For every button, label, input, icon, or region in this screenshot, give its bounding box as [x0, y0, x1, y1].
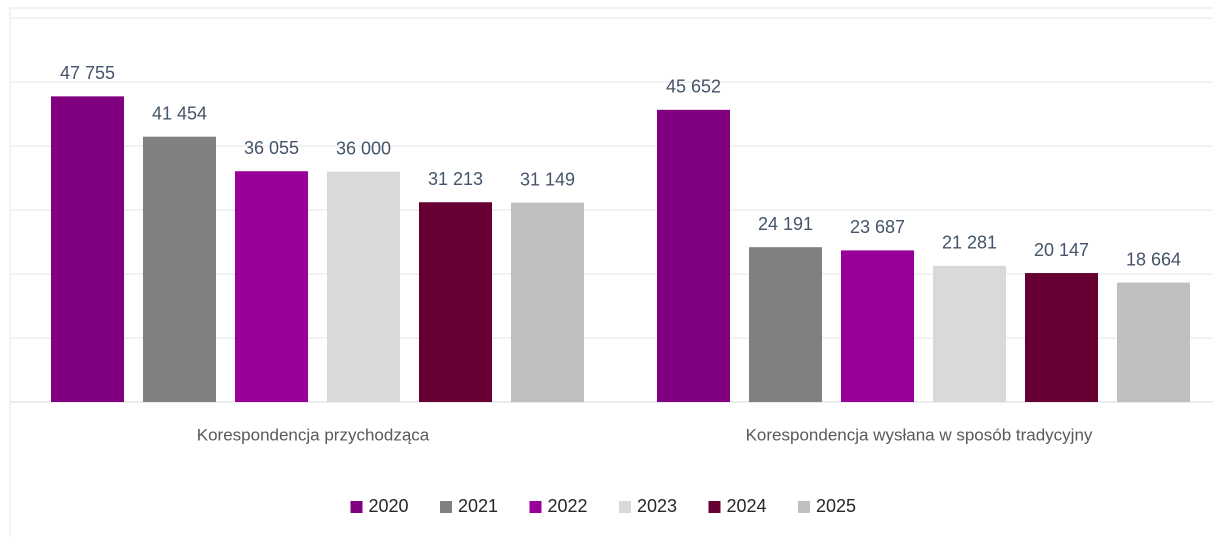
data-label: 18 664	[1126, 249, 1181, 269]
legend-swatch	[529, 501, 542, 513]
bar	[143, 136, 216, 402]
x-tick-label: Korespondencja przychodząca	[197, 425, 430, 444]
data-label: 23 687	[850, 217, 905, 237]
data-label: 31 149	[520, 169, 575, 189]
data-label: 20 147	[1034, 240, 1089, 260]
bar	[749, 247, 822, 402]
bar	[841, 250, 914, 402]
bar	[1025, 273, 1098, 402]
legend-label: 2020	[369, 496, 409, 516]
bar	[419, 202, 492, 402]
data-label: 24 191	[758, 214, 813, 234]
legend-label: 2025	[816, 496, 856, 516]
legend-label: 2022	[548, 496, 588, 516]
data-label: 45 652	[666, 77, 721, 97]
bar	[51, 96, 124, 403]
legend-swatch	[440, 501, 452, 513]
x-tick-label: Korespondencja wysłana w sposób tradycyj…	[746, 425, 1093, 444]
data-label: 31 213	[428, 169, 483, 189]
bar	[657, 109, 730, 402]
data-label: 36 000	[336, 138, 391, 158]
bar	[933, 265, 1006, 402]
legend-swatch	[350, 501, 363, 513]
legend-label: 2024	[727, 496, 767, 516]
legend-swatch	[619, 501, 631, 513]
bar	[235, 171, 308, 402]
legend-label: 2023	[637, 496, 677, 516]
data-label: 36 055	[244, 138, 299, 158]
bar	[1117, 282, 1190, 402]
data-label: 47 755	[60, 63, 115, 83]
data-label: 41 454	[152, 103, 207, 123]
legend-swatch	[708, 501, 721, 513]
bar	[511, 202, 584, 402]
legend-label: 2021	[458, 496, 498, 516]
bar	[327, 171, 400, 402]
data-label: 21 281	[942, 233, 997, 253]
legend-swatch	[798, 501, 810, 513]
